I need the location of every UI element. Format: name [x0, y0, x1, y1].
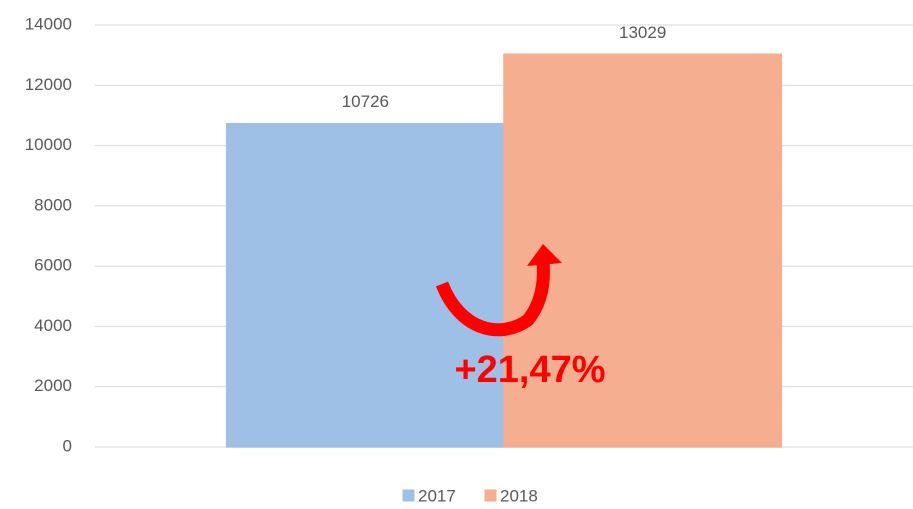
- legend-swatch: [402, 489, 415, 502]
- y-tick-label: 2000: [34, 376, 72, 395]
- y-tick-label: 12000: [25, 75, 72, 94]
- y-tick-label: 0: [63, 436, 72, 455]
- bar: [503, 53, 783, 448]
- y-tick-label: 8000: [34, 195, 72, 214]
- legend-label: 2017: [418, 486, 456, 505]
- y-tick-label: 6000: [34, 256, 72, 275]
- bars: [225, 53, 783, 448]
- value-label: 13029: [619, 23, 666, 42]
- bar: [225, 122, 505, 448]
- legend-swatch: [484, 489, 497, 502]
- y-tick-label: 10000: [25, 135, 72, 154]
- legend-label: 2018: [500, 486, 538, 505]
- y-tick-label: 14000: [25, 14, 72, 33]
- annotation: +21,47%: [454, 349, 605, 391]
- arrow: [435, 261, 550, 337]
- y-tick-label: 4000: [34, 316, 72, 335]
- value-label: 10726: [342, 92, 389, 111]
- arrow-head: [527, 244, 562, 266]
